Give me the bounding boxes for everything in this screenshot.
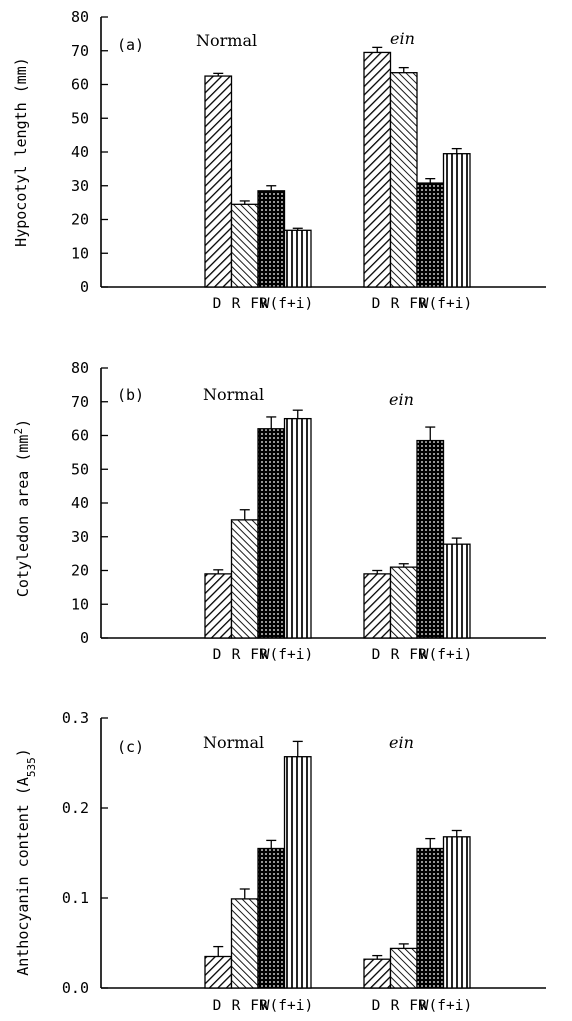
bar-ein-diagonal-right (363, 958, 392, 989)
x-category-label: W(f+i) (261, 296, 313, 312)
x-category-label: R (391, 998, 400, 1014)
bar-normal-vertical-lines (283, 229, 312, 288)
panel-b: Cotyledon area (mm2) (b) Normal ein (12, 385, 414, 597)
y-tick-label: 70 (71, 393, 89, 411)
x-category-label: W(f+i) (420, 296, 472, 312)
x-category-label: FR (409, 998, 427, 1014)
x-category-label: R (391, 296, 400, 312)
y-tick-label: 10 (71, 244, 89, 262)
y-tick-label: 0 (80, 278, 89, 296)
group-label-ein: ein (389, 733, 414, 752)
bar-normal-dense-dots (257, 190, 286, 288)
bar-ein-diagonal-right (363, 51, 392, 288)
y-tick-label: 30 (71, 528, 89, 546)
x-category-label: W(f+i) (420, 998, 472, 1014)
bar-normal-diagonal-right (204, 955, 233, 989)
y-tick-label: 0.3 (62, 709, 89, 727)
y-tick-label: 50 (71, 460, 89, 478)
panel-c-marks: 0.00.10.20.3D R FRW(f+i) D R FRW(f+i) (62, 709, 546, 1014)
bar-normal-dense-dots (257, 847, 286, 989)
x-category-label: D (372, 296, 381, 312)
bar-ein-diagonal-left (389, 947, 418, 989)
x-category-label: R (232, 998, 241, 1014)
bar-normal-diagonal-left (230, 203, 259, 288)
panel-c: Anthocyanin content (A535) (c) Normal ei… (14, 733, 414, 976)
x-category-label: D (372, 647, 381, 663)
y-tick-label: 10 (71, 595, 89, 613)
bar-ein-diagonal-left (389, 72, 418, 288)
x-category-label: D (213, 296, 222, 312)
y-tick-label: 20 (71, 562, 89, 580)
x-category-label: FR (250, 647, 268, 663)
bar-ein-vertical-lines (442, 836, 471, 989)
group-label-normal: Normal (203, 385, 264, 404)
y-tick-label: 20 (71, 211, 89, 229)
bar-ein-dense-dots (416, 439, 445, 639)
x-category-label: R (232, 647, 241, 663)
y-tick-label: 0.1 (62, 889, 89, 907)
y-tick-label: 60 (71, 427, 89, 445)
group-label-ein: ein (389, 390, 414, 409)
group-label-normal: Normal (196, 31, 257, 50)
y-tick-label: 40 (71, 494, 89, 512)
bar-normal-diagonal-right (204, 573, 233, 639)
x-category-label: FR (409, 296, 427, 312)
x-category-label: W(f+i) (261, 647, 313, 663)
bar-ein-diagonal-left (389, 566, 418, 639)
panel-label: (c) (117, 738, 144, 756)
x-category-label: R (232, 296, 241, 312)
group-label-ein: ein (390, 29, 415, 48)
x-category-label: W(f+i) (420, 647, 472, 663)
bar-normal-diagonal-left (230, 519, 259, 639)
bar-ein-diagonal-right (363, 573, 392, 639)
x-category-label: D (213, 647, 222, 663)
y-tick-label: 40 (71, 143, 89, 161)
bar-ein-dense-dots (416, 847, 445, 989)
bar-normal-diagonal-right (204, 75, 233, 288)
bar-normal-diagonal-left (230, 898, 259, 989)
bar-normal-vertical-lines (283, 756, 312, 989)
y-tick-label: 70 (71, 42, 89, 60)
y-axis-title: Hypocotyl length (mm) (12, 57, 30, 247)
x-category-label: FR (409, 647, 427, 663)
y-tick-label: 0.2 (62, 799, 89, 817)
x-category-label: W(f+i) (261, 998, 313, 1014)
y-tick-label: 60 (71, 76, 89, 94)
panel-label: (a) (117, 36, 144, 54)
bar-normal-dense-dots (257, 428, 286, 639)
bar-ein-dense-dots (416, 182, 445, 288)
x-category-label: FR (250, 296, 268, 312)
x-category-label: FR (250, 998, 268, 1014)
panel-a: Hypocotyl length (mm) (a) Normal ein (12, 29, 415, 247)
group-label-normal: Normal (203, 733, 264, 752)
y-axis-title: Anthocyanin content (A535) (14, 748, 38, 976)
x-category-label: R (391, 647, 400, 663)
y-tick-label: 80 (71, 359, 89, 377)
panel-label: (b) (117, 386, 144, 404)
bar-ein-vertical-lines (442, 153, 471, 288)
y-tick-label: 50 (71, 109, 89, 127)
y-tick-label: 80 (71, 8, 89, 26)
bar-ein-vertical-lines (442, 543, 471, 639)
y-axis-title: Cotyledon area (mm2) (12, 419, 33, 597)
x-category-label: D (372, 998, 381, 1014)
x-category-label: D (213, 998, 222, 1014)
y-tick-label: 30 (71, 177, 89, 195)
bar-normal-vertical-lines (283, 417, 312, 639)
y-tick-label: 0 (80, 629, 89, 647)
y-tick-label: 0.0 (62, 979, 89, 997)
